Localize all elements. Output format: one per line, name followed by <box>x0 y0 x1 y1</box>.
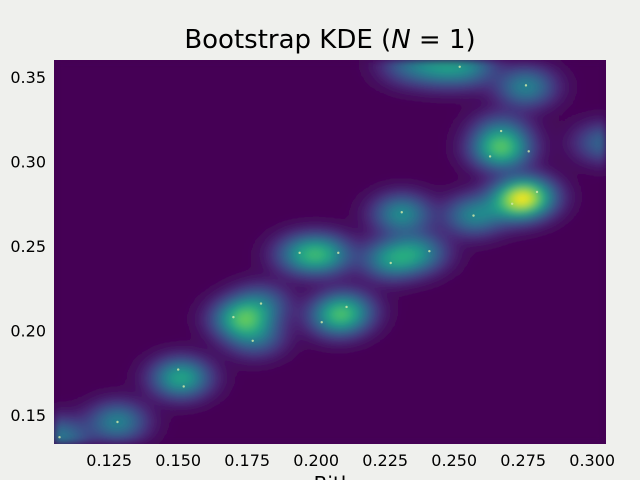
x-tick-label: 0.225 <box>362 451 408 470</box>
sample-point-11 <box>389 261 392 265</box>
x-axis-ticks: 0.125 0.150 0.175 0.200 0.225 0.250 0.275 0.300 <box>86 451 615 470</box>
chart-title: Bootstrap KDE (N = 1) <box>184 25 475 55</box>
sample-point-0 <box>58 436 61 439</box>
plot-area <box>54 60 606 444</box>
y-tick-label: 0.20 <box>10 322 46 341</box>
sample-point-15 <box>472 214 475 217</box>
sample-point-9 <box>337 251 340 255</box>
density-heatmap <box>54 60 606 444</box>
sample-point-3 <box>182 385 185 388</box>
sample-point-10 <box>345 305 348 309</box>
x-tick-label: 0.125 <box>86 451 132 470</box>
y-tick-label: 0.15 <box>10 406 46 425</box>
sample-point-16 <box>488 155 492 158</box>
x-tick-label: 0.250 <box>431 451 477 470</box>
sample-point-14 <box>458 65 461 68</box>
sample-point-7 <box>298 251 301 255</box>
sample-points <box>58 65 539 439</box>
x-tick-label: 0.275 <box>500 451 546 470</box>
sample-point-21 <box>535 190 539 194</box>
sample-point-20 <box>527 150 530 153</box>
sample-point-18 <box>510 202 514 205</box>
sample-point-5 <box>251 339 254 343</box>
sample-point-12 <box>400 211 403 214</box>
y-tick-label: 0.35 <box>10 68 46 87</box>
y-axis-ticks: 0.15 0.20 0.25 0.30 0.35 <box>10 68 46 425</box>
sample-point-8 <box>320 321 323 324</box>
x-tick-label: 0.175 <box>224 451 270 470</box>
x-tick-label: 0.200 <box>293 451 339 470</box>
sample-point-1 <box>116 420 119 424</box>
y-tick-label: 0.25 <box>10 237 46 256</box>
sample-point-13 <box>428 249 431 253</box>
sample-point-6 <box>259 302 263 305</box>
sample-point-2 <box>177 368 180 371</box>
sample-point-4 <box>232 315 235 319</box>
x-tick-label: 0.300 <box>569 451 615 470</box>
x-tick-label: 0.150 <box>155 451 201 470</box>
sample-point-19 <box>524 84 528 87</box>
sample-point-17 <box>499 129 503 133</box>
y-tick-label: 0.30 <box>10 152 46 171</box>
x-axis-label: Bitl <box>314 472 347 480</box>
